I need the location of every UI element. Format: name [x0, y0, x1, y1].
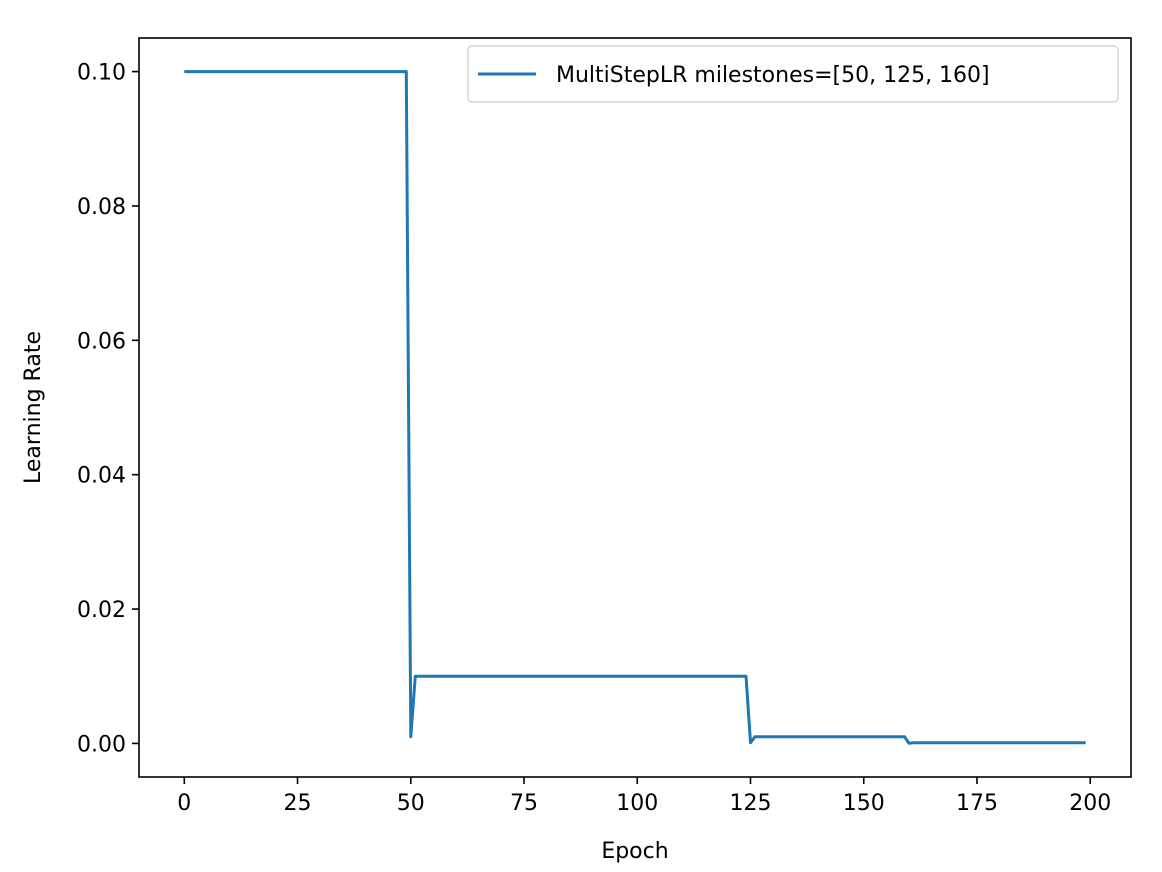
legend-box: [467, 45, 1119, 103]
y-tick-label: 0.00: [77, 732, 126, 757]
y-tick-label: 0.08: [77, 195, 126, 220]
x-tick-label: 150: [843, 791, 885, 816]
x-tick-label: 200: [1069, 791, 1111, 816]
y-tick-label: 0.10: [77, 61, 126, 86]
x-tick-label: 125: [730, 791, 772, 816]
y-axis-label: Learning Rate: [21, 331, 46, 484]
y-tick-label: 0.06: [77, 329, 126, 354]
x-tick-label: 100: [616, 791, 658, 816]
line-layer: [184, 70, 1086, 745]
x-axis-label: Epoch: [601, 839, 668, 864]
x-axis-ticks: 0 25 50 75 100 125 150 175 200: [177, 777, 1111, 816]
legend-label: MultiStepLR milestones=[50, 125, 160]: [556, 63, 990, 88]
x-tick-label: 75: [510, 791, 538, 816]
y-tick-label: 0.02: [77, 598, 126, 623]
series-line-0: [184, 70, 1086, 745]
plot-frame: [138, 37, 1132, 778]
y-axis-ticks: 0.00 0.02 0.04 0.06 0.08 0.10: [77, 61, 139, 757]
x-tick-label: 0: [177, 791, 191, 816]
x-tick-label: 25: [284, 791, 312, 816]
y-tick-label: 0.04: [77, 464, 126, 489]
x-tick-label: 50: [397, 791, 425, 816]
legend: MultiStepLR milestones=[50, 125, 160]: [467, 45, 1119, 103]
x-tick-label: 175: [956, 791, 998, 816]
